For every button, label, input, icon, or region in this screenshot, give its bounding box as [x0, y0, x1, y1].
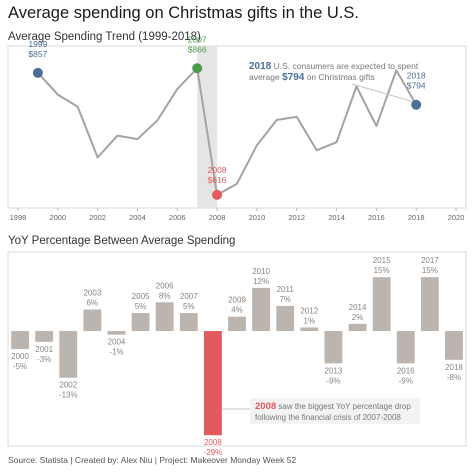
- point-year-label: 2018: [407, 71, 426, 81]
- bar-value-label: 7%: [279, 295, 291, 304]
- annotation-line-1: 2018 U.S. consumers are expected to spen…: [249, 61, 419, 72]
- bar-category-label: 2013: [325, 366, 343, 375]
- point-value-label: $866: [188, 44, 207, 54]
- point-2008: [212, 189, 223, 200]
- bar-category-label: 2009: [228, 296, 246, 305]
- bar-value-label: 1%: [304, 316, 316, 325]
- bar-category-label: 2001: [35, 345, 53, 354]
- x-tick-label: 2014: [328, 213, 345, 222]
- bar-category-label: 2005: [132, 292, 150, 301]
- point-year-label: 1999: [28, 39, 47, 49]
- bar-category-label: 2014: [349, 303, 367, 312]
- bar-value-label: 8%: [159, 291, 171, 300]
- trend-line-chart: 1998 2000 2002 2004 2006 2008 2010 2012 2014 2016…: [7, 34, 467, 222]
- bar-category-label: 2000: [11, 352, 29, 361]
- plot-frame: [7, 45, 467, 209]
- bar-category-label: 2007: [180, 292, 198, 301]
- bar-value-label: 5%: [135, 302, 147, 311]
- bar-2008: [203, 331, 222, 436]
- x-tick-label: 2004: [129, 213, 146, 222]
- bar-category-label: 2018: [445, 363, 463, 372]
- point-2007: [192, 63, 203, 74]
- bar-category-label: 2004: [108, 338, 126, 347]
- bar-2017: [420, 277, 439, 332]
- bar-2006: [155, 302, 174, 332]
- bar-2013: [324, 331, 343, 364]
- point-1999: [32, 67, 43, 78]
- x-tick-label: 2010: [249, 213, 266, 222]
- bar-2018: [445, 331, 463, 360]
- annotation-connector: [351, 83, 414, 103]
- x-tick-label: 2016: [368, 213, 385, 222]
- bar-category-label: 2016: [397, 366, 415, 375]
- yoy-chart-title: YoY Percentage Between Average Spending: [8, 235, 236, 247]
- bar-value-label: 5%: [183, 302, 195, 311]
- bar-value-label: 15%: [422, 266, 438, 275]
- bar-2002: [59, 331, 78, 378]
- bar-value-label: 2%: [352, 313, 364, 322]
- bar-2009: [228, 316, 246, 332]
- x-tick-label: 2012: [288, 213, 305, 222]
- bar-2011: [276, 305, 295, 332]
- bar-category-label: 2015: [373, 256, 391, 265]
- bar-2015: [372, 277, 391, 332]
- bar-value-label: 4%: [231, 306, 243, 315]
- point-year-label: 2007: [188, 34, 207, 44]
- bar-value-label: -1%: [109, 348, 123, 357]
- bar-value-label: -9%: [326, 376, 340, 385]
- bar-2012: [300, 327, 319, 332]
- annotation-line-2: average $794 on Christmas gifts: [249, 72, 375, 83]
- bar-category-label: 2002: [59, 381, 77, 390]
- bar-category-label: 2008: [204, 438, 222, 447]
- bar-category-label: 2011: [277, 285, 295, 294]
- bar-value-label: -9%: [399, 376, 413, 385]
- bar-2004: [107, 331, 126, 335]
- bar-category-label: 2017: [421, 256, 439, 265]
- annotation-line-2: following the financial crisis of 2007-2…: [255, 413, 401, 422]
- bar-2001: [35, 331, 54, 342]
- x-tick-label: 2020: [448, 213, 465, 222]
- point-year-label: 2008: [208, 165, 227, 175]
- point-value-label: $794: [407, 81, 426, 91]
- bar-value-label: -8%: [447, 373, 461, 382]
- bar-value-label: 6%: [87, 298, 99, 307]
- bar-category-label: 2010: [252, 267, 270, 276]
- bar-2016: [396, 331, 415, 364]
- main-title: Average spending on Christmas gifts in t…: [8, 4, 359, 22]
- bar-value-label: 15%: [374, 266, 390, 275]
- x-tick-label: 2000: [49, 213, 66, 222]
- plot-frame: [7, 251, 467, 447]
- bar-category-label: 2012: [300, 306, 318, 315]
- trend-chart-title: Average Spending Trend (1999-2018): [8, 31, 201, 43]
- bar-2014: [348, 323, 367, 332]
- bar-2003: [83, 309, 102, 332]
- bar-category-label: 2006: [156, 281, 174, 290]
- bar-2000: [11, 331, 29, 349]
- point-value-label: $616: [208, 175, 227, 185]
- bar-value-label: 12%: [253, 277, 269, 286]
- x-tick-label: 2018: [408, 213, 425, 222]
- bar-value-label: -3%: [37, 355, 51, 364]
- point-2018: [411, 99, 422, 110]
- x-tick-label: 2006: [169, 213, 186, 222]
- bar-value-label: -13%: [59, 391, 78, 400]
- bar-category-label: 2003: [83, 288, 101, 297]
- bar-value-label: -29%: [204, 448, 223, 457]
- point-value-label: $857: [28, 49, 47, 59]
- annotation-box: [250, 398, 420, 424]
- bar-2005: [131, 313, 150, 332]
- x-tick-label: 1998: [10, 213, 27, 222]
- x-tick-label: 2008: [209, 213, 226, 222]
- source-note: Source: Statista | Created by: Alex Niu …: [8, 455, 297, 465]
- bar-value-label: -5%: [13, 362, 27, 371]
- bar-2007: [179, 313, 198, 332]
- annotation-line-1: 2008 saw the biggest YoY percentage drop: [255, 401, 411, 412]
- trend-line: [37, 67, 418, 196]
- x-tick-label: 2002: [89, 213, 106, 222]
- bar-2010: [252, 287, 271, 332]
